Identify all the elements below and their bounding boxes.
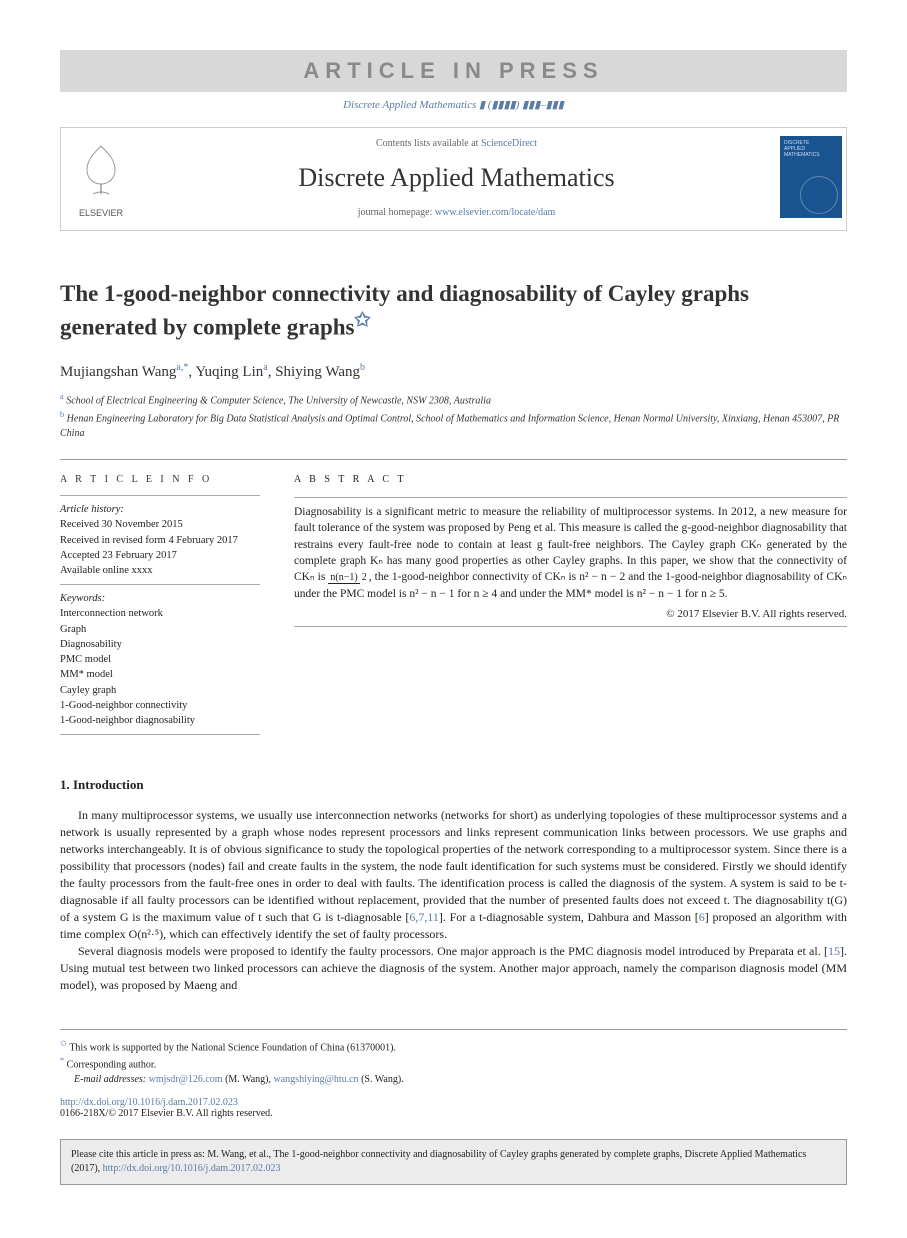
- keywords-label: Keywords:: [60, 593, 105, 604]
- asterisk-icon: *: [60, 1056, 64, 1065]
- homepage-link[interactable]: www.elsevier.com/locate/dam: [435, 207, 555, 218]
- keyword: Diagnosability: [60, 639, 122, 650]
- keyword: MM* model: [60, 669, 113, 680]
- footnotes: ✩ This work is supported by the National…: [60, 1029, 847, 1088]
- abstract-heading: A B S T R A C T: [294, 474, 847, 485]
- author-list: Mujiangshan Wanga,*, Yuqing Lina, Shiyin…: [60, 362, 847, 381]
- email-name-2: (S. Wang).: [361, 1074, 404, 1085]
- contents-line: Contents lists available at ScienceDirec…: [141, 138, 772, 149]
- homepage-prefix: journal homepage:: [358, 207, 435, 218]
- doi-link[interactable]: http://dx.doi.org/10.1016/j.dam.2017.02.…: [60, 1097, 238, 1108]
- journal-header-box: ELSEVIER Contents lists available at Sci…: [60, 127, 847, 231]
- sciencedirect-link[interactable]: ScienceDirect: [481, 138, 537, 149]
- frac-numerator: n(n−1): [328, 572, 359, 584]
- journal-name: Discrete Applied Mathematics: [141, 163, 772, 193]
- abstract-divider: [294, 497, 847, 498]
- title-text: The 1-good-neighbor connectivity and dia…: [60, 281, 749, 340]
- keyword: 1-Good-neighbor diagnosability: [60, 715, 195, 726]
- intro-paragraph-1: In many multiprocessor systems, we usual…: [60, 807, 847, 943]
- author-2-affil: a: [263, 362, 267, 373]
- p1-text-b: ]. For a t-diagnosable system, Dahbura a…: [439, 910, 699, 924]
- keyword: Graph: [60, 624, 86, 635]
- elsevier-logo: ELSEVIER: [61, 128, 141, 230]
- cover-word-3: MATHEMATICS: [784, 152, 820, 158]
- citation-box: Please cite this article in press as: M.…: [60, 1139, 847, 1185]
- accepted-date: Accepted 23 February 2017: [60, 550, 177, 561]
- doi-block: http://dx.doi.org/10.1016/j.dam.2017.02.…: [60, 1097, 847, 1119]
- funding-note: This work is supported by the National S…: [69, 1042, 396, 1053]
- title-footnote-star: ✩: [355, 310, 371, 331]
- corresponding-note: Corresponding author.: [67, 1059, 156, 1070]
- intro-paragraph-2: Several diagnosis models were proposed t…: [60, 943, 847, 994]
- issn-copyright: 0166-218X/© 2017 Elsevier B.V. All right…: [60, 1108, 273, 1119]
- author-1: Mujiangshan Wang: [60, 364, 176, 380]
- contents-prefix: Contents lists available at: [376, 138, 481, 149]
- author-1-affil: a,*: [176, 362, 188, 373]
- info-divider: [60, 734, 260, 735]
- history-label: Article history:: [60, 504, 124, 515]
- keyword: PMC model: [60, 654, 111, 665]
- frac-denominator: 2: [360, 572, 369, 583]
- email-link-1[interactable]: wmjsdr@126.com: [149, 1074, 223, 1085]
- article-in-press-banner: ARTICLE IN PRESS: [60, 50, 847, 92]
- affiliations: a School of Electrical Engineering & Com…: [60, 391, 847, 441]
- info-divider: [60, 584, 260, 585]
- elsevier-name: ELSEVIER: [73, 208, 129, 218]
- article-info-heading: A R T I C L E I N F O: [60, 474, 260, 485]
- article-title: The 1-good-neighbor connectivity and dia…: [60, 279, 847, 342]
- abstract-copyright: © 2017 Elsevier B.V. All rights reserved…: [294, 608, 847, 620]
- email-name-1: (M. Wang),: [225, 1074, 271, 1085]
- p1-text-a: In many multiprocessor systems, we usual…: [60, 808, 847, 924]
- homepage-line: journal homepage: www.elsevier.com/locat…: [141, 207, 772, 218]
- abstract-part-2: , the 1-good-neighbor connectivity of CK…: [294, 571, 847, 599]
- elsevier-tree-icon: [73, 140, 129, 204]
- author-3: Shiying Wang: [275, 364, 360, 380]
- email-label: E-mail addresses:: [74, 1074, 146, 1085]
- keyword: 1-Good-neighbor connectivity: [60, 700, 187, 711]
- ref-link-6-7-11[interactable]: 6,7,11: [409, 910, 439, 924]
- p2-text-a: Several diagnosis models were proposed t…: [78, 944, 828, 958]
- abstract-divider: [294, 626, 847, 627]
- section-1-heading: 1. Introduction: [60, 777, 847, 793]
- affiliation-b: Henan Engineering Laboratory for Big Dat…: [60, 413, 839, 439]
- divider: [60, 459, 847, 460]
- received-date: Received 30 November 2015: [60, 519, 183, 530]
- abstract-text: Diagnosability is a significant metric t…: [294, 504, 847, 602]
- affiliation-a: School of Electrical Engineering & Compu…: [66, 396, 491, 407]
- online-date: Available online xxxx: [60, 565, 153, 576]
- email-link-2[interactable]: wangshiying@htu.cn: [274, 1074, 359, 1085]
- star-icon: ✩: [60, 1039, 67, 1048]
- abstract-column: A B S T R A C T Diagnosability is a sign…: [294, 474, 847, 741]
- ref-link-15[interactable]: 15: [828, 944, 840, 958]
- author-2: Yuqing Lin: [195, 364, 263, 380]
- info-divider: [60, 495, 260, 496]
- journal-cover-thumbnail: DISCRETE APPLIED MATHEMATICS: [772, 128, 846, 230]
- cite-doi-link[interactable]: http://dx.doi.org/10.1016/j.dam.2017.02.…: [103, 1163, 281, 1174]
- keyword: Interconnection network: [60, 608, 163, 619]
- keyword: Cayley graph: [60, 685, 116, 696]
- article-info-column: A R T I C L E I N F O Article history: R…: [60, 474, 260, 741]
- revised-date: Received in revised form 4 February 2017: [60, 535, 238, 546]
- banner-citation-placeholder: Discrete Applied Mathematics ▮ (▮▮▮▮) ▮▮…: [60, 98, 847, 111]
- author-3-affil: b: [360, 362, 365, 373]
